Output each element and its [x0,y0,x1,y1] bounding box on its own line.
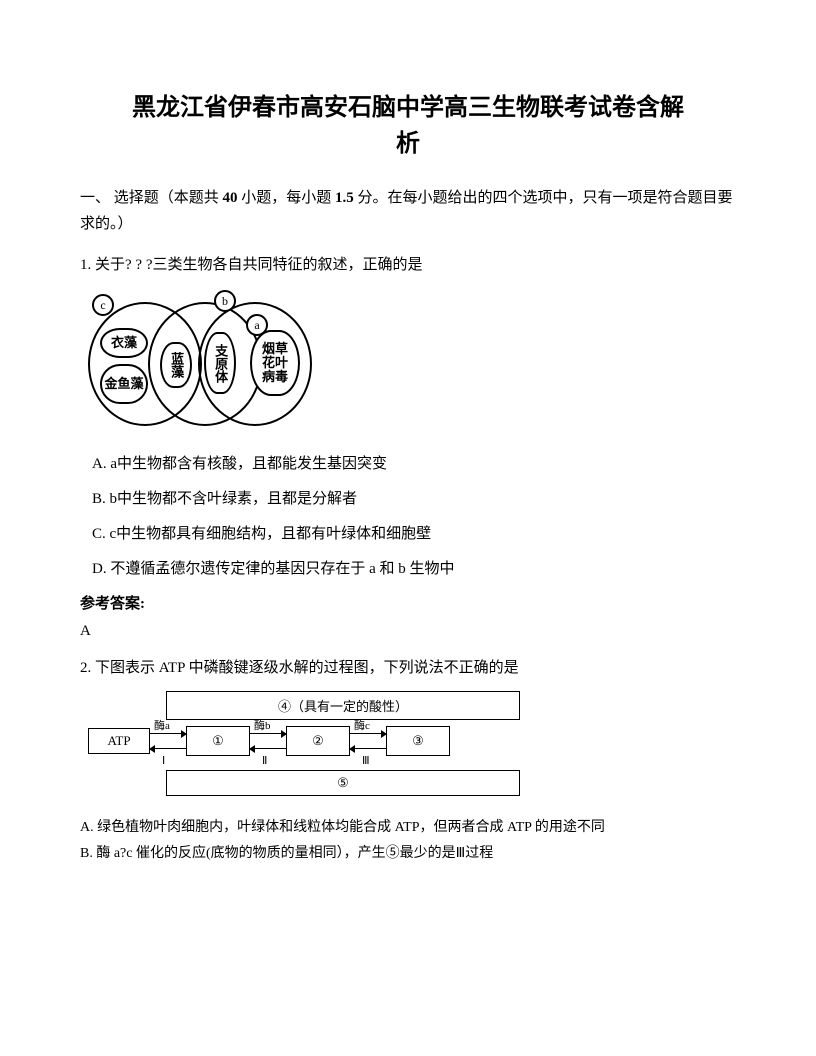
q1-options: A. a中生物都含有核酸，且都能发生基因突变 B. b中生物都不含叶绿素，且都是… [92,452,736,578]
q1-option-b: B. b中生物都不含叶绿素，且都是分解者 [92,487,736,508]
atp-top-box: ④（具有一定的酸性） [166,691,520,720]
roman-1: Ⅰ [162,754,165,767]
q1-option-c: C. c中生物都具有细胞结构，且都有叶绿体和细胞壁 [92,522,736,543]
roman-2: Ⅱ [262,754,267,767]
atp-arrow-2: 酶b Ⅱ [250,729,286,753]
exam-page: 黑龙江省伊春市高安石脑中学高三生物联考试卷含解 析 一、 选择题（本题共 40 … [0,0,816,1056]
q2-options: A. 绿色植物叶肉细胞内，叶绿体和线粒体均能合成 ATP，但两者合成 ATP 的… [80,816,736,862]
roman-3: Ⅲ [362,754,370,767]
atp-box-3: ③ [386,726,450,756]
atp-bottom-box: ⑤ [166,770,520,796]
q1-option-a: A. a中生物都含有核酸，且都能发生基因突变 [92,452,736,473]
venn-badge-b: b [214,290,236,312]
enzyme-c: 酶c [354,717,370,733]
atp-arrow-1: 酶a Ⅰ [150,729,186,753]
enzyme-b: 酶b [254,717,271,733]
page-title: 黑龙江省伊春市高安石脑中学高三生物联考试卷含解 析 [80,90,736,162]
title-line-1: 黑龙江省伊春市高安石脑中学高三生物联考试卷含解 [132,95,684,121]
q2-stem: 2. 下图表示 ATP 中磷酸键逐级水解的过程图，下列说法不正确的是 [80,656,736,677]
venn-label-goldfish: 金鱼藻 [100,364,148,404]
venn-label-bluegreen: 蓝藻 [160,342,192,388]
section-header: 一、 选择题（本题共 40 小题，每小题 1.5 分。在每小题给出的四个选项中，… [80,186,736,237]
venn-badge-c: c [92,294,114,316]
enzyme-a: 酶a [154,717,170,733]
title-line-2: 析 [396,131,420,157]
q2-option-b: B. 酶 a?c 催化的反应(底物的物质的量相同），产生⑤最少的是Ⅲ过程 [80,842,736,862]
atp-box-atp: ATP [88,728,150,754]
q1-stem: 1. 关于? ? ?三类生物各自共同特征的叙述，正确的是 [80,253,736,274]
q1-option-d: D. 不遵循孟德尔遗传定律的基因只存在于 a 和 b 生物中 [92,557,736,578]
atp-box-1: ① [186,726,250,756]
atp-arrow-3: 酶c Ⅲ [350,729,386,753]
q1-answer-label: 参考答案: [80,592,736,613]
q2-option-a: A. 绿色植物叶肉细胞内，叶绿体和线粒体均能合成 ATP，但两者合成 ATP 的… [80,816,736,836]
venn-label-tmv: 烟草 花叶 病毒 [250,330,300,396]
q2-atp-diagram: ④（具有一定的酸性） ATP 酶a Ⅰ ① 酶b Ⅱ ② 酶c Ⅲ ③ ⑤ [88,691,528,796]
atp-box-2: ② [286,726,350,756]
q1-answer: A [80,623,736,640]
q1-venn-diagram: c b a 衣藻 金鱼藻 蓝藻 支原体 烟草 花叶 病毒 [88,288,318,438]
venn-label-chlamys: 衣藻 [100,328,148,358]
venn-label-myco: 支原体 [204,332,236,394]
